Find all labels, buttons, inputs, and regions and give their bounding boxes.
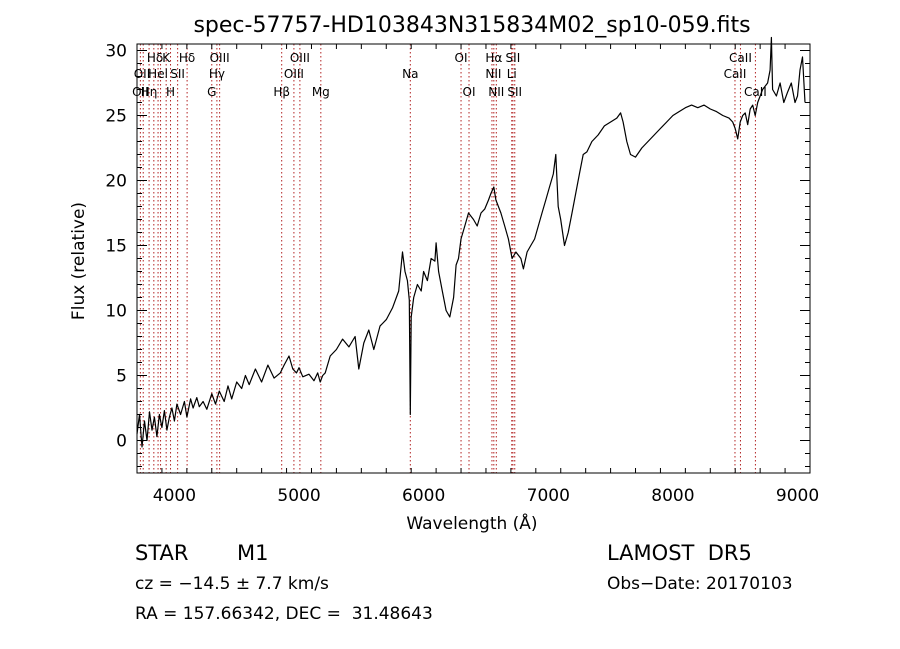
- x-tick-label: 7000: [527, 486, 570, 506]
- x-tick-label: 9000: [776, 486, 819, 506]
- spectral-line-label: OI: [455, 51, 468, 65]
- spectral-line-label: Mg: [312, 85, 330, 99]
- x-tick-label: 8000: [651, 486, 694, 506]
- spectral-line-label: OIII: [210, 51, 230, 65]
- redshift-velocity: cz = −14.5 ± 7.7 km/s: [135, 574, 329, 594]
- spectral-line-label: Hα: [485, 51, 502, 65]
- spectral-line-label: NII: [485, 67, 501, 81]
- y-tick-label: 20: [105, 172, 127, 192]
- spectral-line-label: Li: [507, 67, 517, 81]
- y-tick-label: 0: [116, 432, 127, 452]
- spectral-line-label: OII: [132, 85, 149, 99]
- observation-date: Obs−Date: 20170103: [607, 574, 793, 594]
- spectral-line-label: Na: [402, 67, 418, 81]
- y-tick-label: 25: [105, 107, 127, 127]
- spectrum-line: [136, 36, 806, 448]
- object-class: STAR: [135, 541, 189, 565]
- spectral-line-label: Hel: [148, 67, 168, 81]
- spectral-line-label: H: [166, 85, 175, 99]
- y-tick-label: 15: [105, 237, 127, 257]
- spectral-line-label: K: [162, 51, 171, 65]
- spectral-line-label: SII: [506, 51, 521, 65]
- spectral-line-label: OIII: [290, 51, 310, 65]
- axes-layer: 4000 5000 6000 7000 8000 9000 0 5 10 15 20 25 30: [105, 42, 819, 507]
- spectral-line-label: CaII: [744, 85, 767, 99]
- spectral-line-label: OIII: [284, 67, 304, 81]
- spectral-line-label: OII: [134, 67, 151, 81]
- spectral-line-label: Hδ: [147, 51, 163, 65]
- y-tick-label: 10: [105, 302, 127, 322]
- y-tick-label: 5: [116, 367, 127, 387]
- object-subclass: M1: [237, 541, 269, 565]
- y-axis-label: Flux (relative): [69, 202, 89, 320]
- spectral-line-label: SII: [507, 85, 522, 99]
- coordinates: RA = 157.66342, DEC = 31.48643: [135, 604, 433, 624]
- spectral-line-label: CaII: [724, 67, 747, 81]
- x-tick-label: 5000: [277, 486, 320, 506]
- spectral-line-label: Hδ: [179, 51, 195, 65]
- spectral-line-label: SII: [170, 67, 185, 81]
- y-tick-label: 30: [105, 42, 127, 62]
- spectral-line-label: CaII: [729, 51, 752, 65]
- spectral-line-label: NII: [488, 85, 504, 99]
- x-axis-label: Wavelength (Å): [406, 512, 537, 534]
- spectral-line-label: Hη: [141, 85, 158, 99]
- x-tick-label: 6000: [402, 486, 445, 506]
- x-tick-label: 4000: [153, 486, 196, 506]
- spectral-line-label: Hβ: [273, 85, 290, 99]
- spectral-line-label: OI: [463, 85, 476, 99]
- spectral-line-label: G: [207, 85, 216, 99]
- spectrum-layer: [136, 36, 806, 448]
- chart-title: spec-57757-HD103843N315834M02_sp10-059.f…: [193, 13, 750, 38]
- spectral-line-label: Hγ: [209, 67, 225, 81]
- survey-name: LAMOST DR5: [607, 541, 752, 565]
